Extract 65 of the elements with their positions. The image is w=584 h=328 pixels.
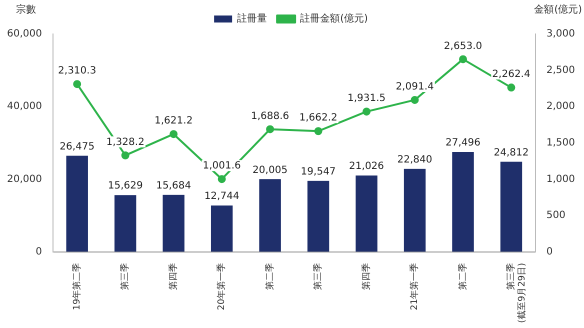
point	[121, 151, 130, 160]
y2-tick-label: 3,000	[546, 28, 576, 40]
data-label: 27,496	[446, 138, 481, 149]
point	[218, 175, 226, 184]
bar	[356, 175, 378, 252]
data-label: 26,475	[60, 141, 95, 152]
x-tick-label: 第三季 (截至9月29日)	[506, 262, 528, 323]
data-label: 22,840	[397, 154, 432, 166]
bar	[66, 156, 88, 252]
x-tick-label: 19年第二季	[71, 262, 82, 310]
y-tick-label: 40,000	[6, 101, 42, 112]
bar	[500, 162, 522, 252]
x-tick-label: 第四季	[168, 262, 179, 290]
data-label: 15,684	[156, 180, 192, 192]
data-label: 19,547	[300, 166, 336, 178]
x-tick-label: 第二季	[264, 262, 276, 290]
y2-tick-label: 1,000	[546, 174, 576, 185]
point	[170, 130, 178, 138]
bar	[210, 206, 233, 252]
point	[507, 84, 516, 92]
legend-label: 註冊金額(億元)	[300, 12, 368, 25]
point	[362, 108, 371, 116]
data-label: 21,026	[349, 161, 384, 172]
x-tick-label: 21年第一季	[409, 262, 420, 310]
data-label: 2,262.4	[492, 69, 530, 80]
y-tick-label: 0	[36, 246, 42, 258]
bar	[404, 168, 426, 252]
x-tick-label: 第二季	[457, 262, 468, 290]
data-label: 2,310.3	[58, 66, 96, 77]
y2-tick-label: 0	[546, 246, 553, 258]
data-label: 1,328.2	[106, 136, 144, 148]
point	[266, 125, 274, 134]
bar	[452, 152, 474, 252]
legend-label: 註冊量	[237, 12, 268, 25]
point	[459, 55, 468, 64]
bar	[259, 179, 281, 252]
point	[410, 96, 419, 104]
point	[314, 127, 322, 136]
data-label: 12,744	[204, 191, 240, 202]
bar	[114, 195, 136, 252]
x-tick-label: 20年第一季	[216, 262, 228, 310]
y2-axis-title: 金額(億元)	[534, 4, 582, 16]
y-tick-label: 20,000	[6, 174, 42, 185]
data-label: 1,001.6	[202, 160, 241, 172]
x-tick-label: 第四季	[360, 262, 372, 290]
y2-tick-label: 1,500	[546, 137, 576, 148]
bar	[307, 180, 330, 252]
data-label: 20,005	[252, 164, 288, 176]
data-label: 2,091.4	[396, 82, 434, 93]
x-tick-label: 第三季	[312, 262, 324, 290]
point	[73, 80, 82, 88]
data-label: 2,653.0	[444, 40, 482, 52]
data-label: 1,688.6	[250, 110, 290, 122]
data-label: 1,662.2	[299, 112, 338, 124]
y2-tick-label: 2,000	[546, 101, 576, 112]
data-label: 1,621.2	[154, 116, 193, 127]
data-label: 15,629	[108, 180, 143, 192]
data-label: 24,812	[494, 147, 529, 158]
y-axis-title: 宗數	[16, 4, 36, 16]
x-tick-label: 第三季	[120, 262, 131, 290]
data-label: 1,931.5	[347, 93, 386, 104]
bar	[162, 194, 184, 252]
y-tick-label: 60,000	[6, 28, 42, 40]
y2-tick-label: 500	[546, 210, 566, 222]
y2-tick-label: 2,500	[546, 64, 576, 76]
